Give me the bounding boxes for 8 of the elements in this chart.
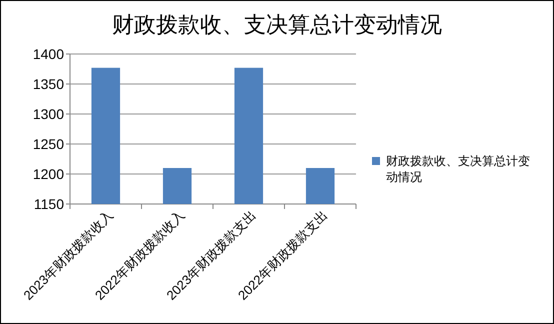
legend-label: 财政拨款收、支决算总计变动情况 (386, 154, 530, 184)
y-tick-label: 1300 (32, 106, 64, 122)
y-tick-label: 1250 (32, 136, 64, 152)
y-tick-label: 1400 (32, 46, 64, 62)
y-tick-label: 1350 (32, 76, 64, 92)
y-tick-label: 1150 (34, 196, 64, 212)
y-tick-label: 1200 (32, 166, 64, 182)
chart-title: 财政拨款收、支决算总计变动情况 (112, 12, 442, 37)
